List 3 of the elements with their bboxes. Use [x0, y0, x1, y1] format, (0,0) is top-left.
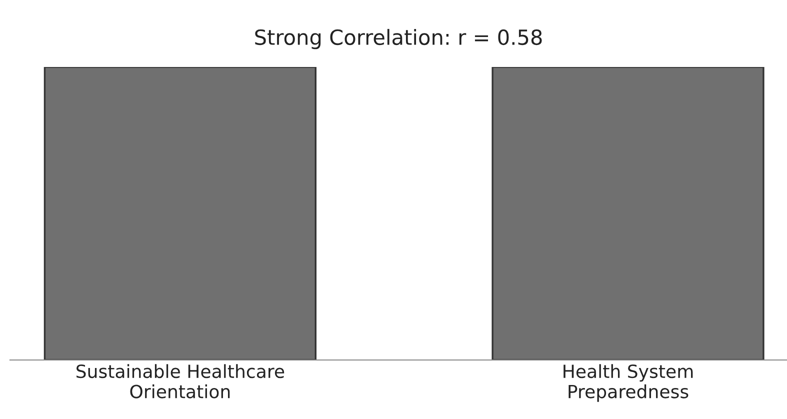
x-tick-label: Sustainable Healthcare Orientation — [76, 364, 284, 398]
chart-title: Strong Correlation: r = 0.58 — [255, 28, 542, 50]
x-tick-label: Health System Preparedness — [564, 364, 693, 402]
